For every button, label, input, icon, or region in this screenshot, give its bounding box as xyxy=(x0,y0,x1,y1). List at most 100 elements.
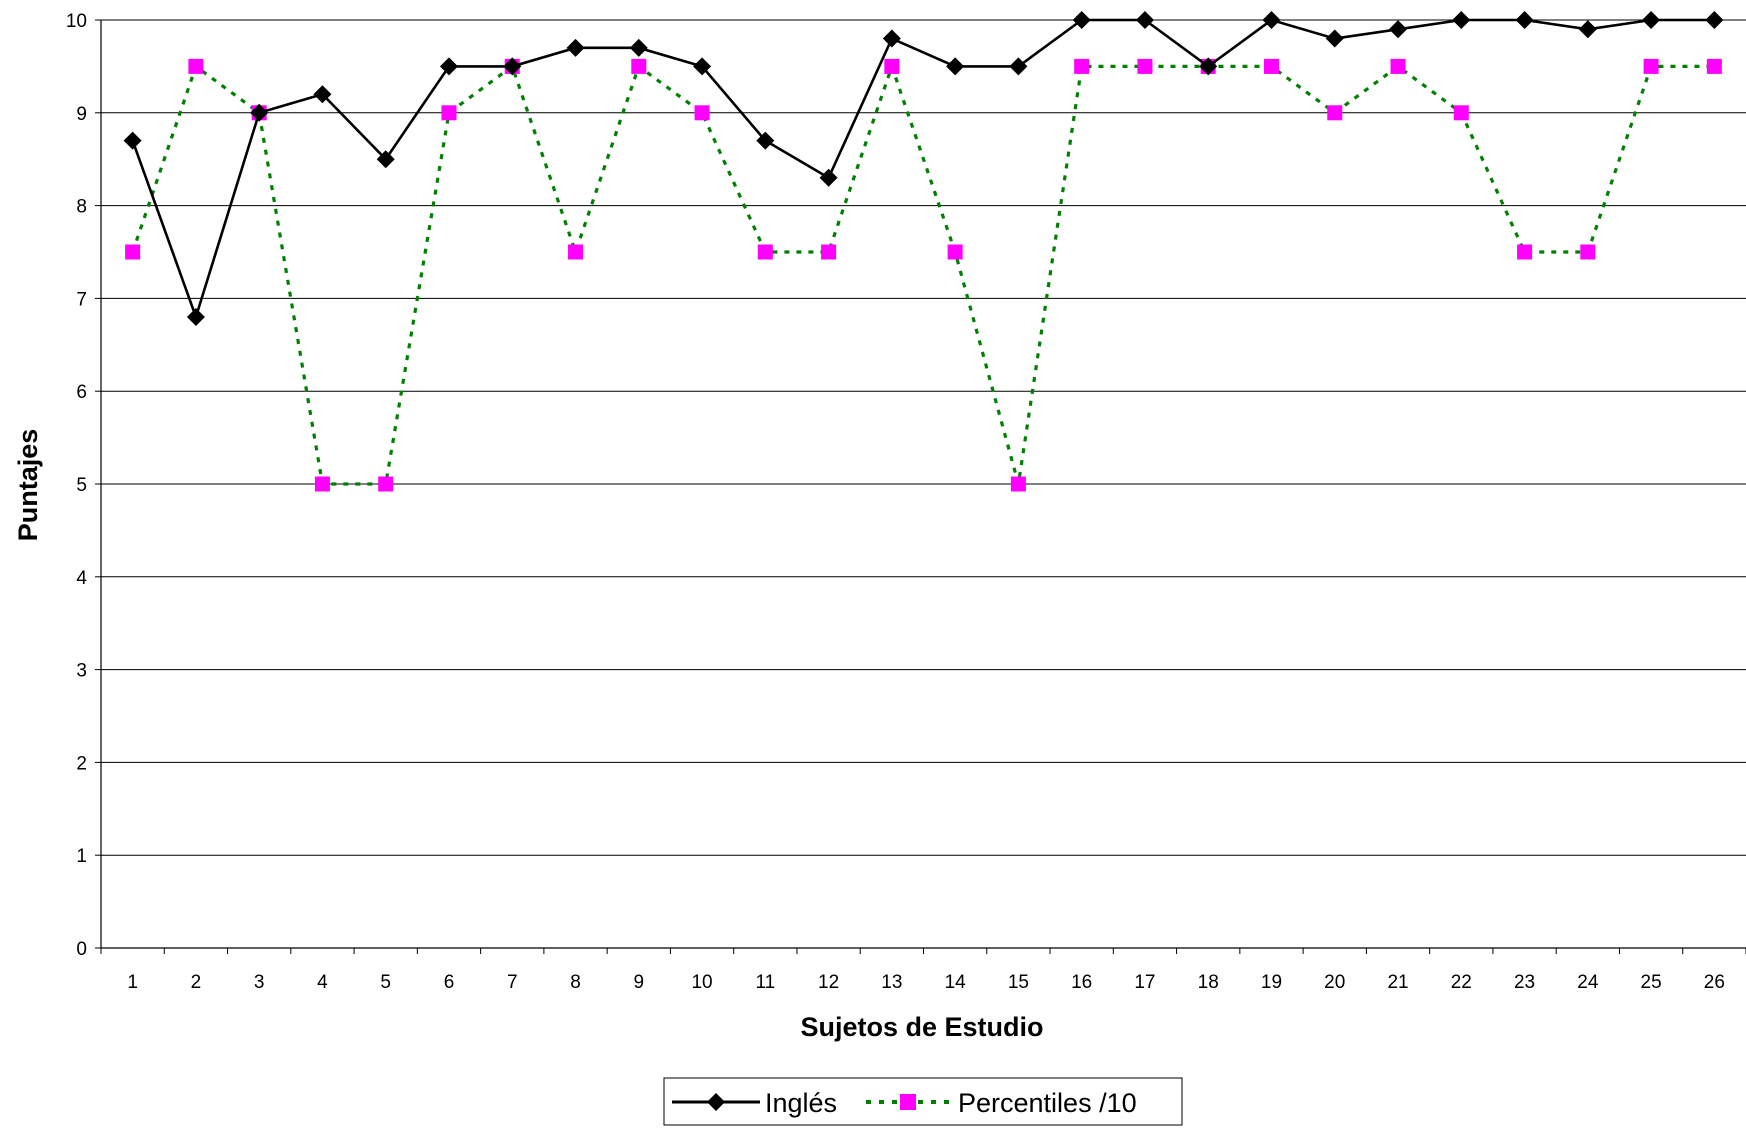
legend-marker-percentiles xyxy=(900,1094,916,1110)
legend-label-percentiles: Percentiles /10 xyxy=(958,1088,1137,1118)
point-percentiles xyxy=(1137,58,1153,74)
point-ingles xyxy=(946,57,965,76)
point-ingles xyxy=(1072,11,1091,29)
point-percentiles xyxy=(884,58,900,74)
point-ingles xyxy=(1262,11,1281,29)
y-tick-labels: 0 1 2 3 4 5 6 7 8 9 10 xyxy=(66,11,88,960)
x-tick-label: 24 xyxy=(1577,972,1599,993)
point-ingles xyxy=(313,85,332,104)
x-tick-label: 19 xyxy=(1261,972,1282,993)
y-tick-label: 3 xyxy=(76,661,87,682)
point-percentiles xyxy=(1643,58,1659,74)
point-ingles xyxy=(1642,11,1661,29)
x-tick-label: 21 xyxy=(1387,972,1408,993)
x-tick-label: 13 xyxy=(881,972,902,993)
legend-label-ingles: Inglés xyxy=(765,1088,837,1118)
grid-lines xyxy=(101,19,1746,856)
x-tick-label: 7 xyxy=(507,972,518,993)
y-tick-label: 1 xyxy=(76,846,87,867)
legend-marker-ingles xyxy=(707,1093,725,1111)
point-ingles xyxy=(629,38,648,57)
x-tick-label: 1 xyxy=(127,972,138,993)
x-tick-label: 23 xyxy=(1514,972,1535,993)
x-tick-label: 6 xyxy=(444,972,455,993)
point-ingles xyxy=(1199,57,1218,76)
x-tick-label: 20 xyxy=(1324,972,1345,993)
point-percentiles xyxy=(757,244,773,260)
point-ingles xyxy=(1325,29,1344,48)
point-percentiles xyxy=(1074,58,1090,74)
point-ingles xyxy=(1705,11,1724,29)
point-ingles xyxy=(1135,11,1154,29)
x-tick-label: 10 xyxy=(691,972,712,993)
point-ingles xyxy=(439,57,458,76)
point-percentiles xyxy=(1390,58,1406,74)
series-1 xyxy=(125,58,1722,492)
y-tick-label: 8 xyxy=(76,197,87,218)
series-line-ingles xyxy=(131,18,1715,322)
x-tick-label: 4 xyxy=(317,972,328,993)
point-percentiles xyxy=(314,476,330,492)
point-percentiles xyxy=(1453,105,1469,121)
y-tick-label: 9 xyxy=(76,104,87,125)
point-ingles xyxy=(756,131,775,150)
y-tick-label: 6 xyxy=(76,382,87,403)
point-percentiles xyxy=(1706,58,1722,74)
x-tick-label: 26 xyxy=(1704,972,1725,993)
x-tick-label: 18 xyxy=(1198,972,1219,993)
point-ingles xyxy=(1578,20,1597,39)
point-ingles xyxy=(503,57,522,76)
x-tick-label: 3 xyxy=(254,972,265,993)
x-axis-title: Sujetos de Estudio xyxy=(800,1012,1043,1042)
x-tick-label: 5 xyxy=(380,972,391,993)
point-ingles xyxy=(1452,11,1471,29)
series-0 xyxy=(123,11,1724,326)
point-ingles xyxy=(376,150,395,169)
series-layer xyxy=(123,11,1724,492)
x-tick-label: 15 xyxy=(1008,972,1029,993)
point-percentiles xyxy=(694,105,710,121)
legend-entry-ingles: Inglés xyxy=(672,1088,837,1118)
point-ingles xyxy=(819,168,838,187)
y-tick-label: 4 xyxy=(76,568,87,589)
point-percentiles xyxy=(821,244,837,260)
point-ingles xyxy=(882,29,901,48)
point-percentiles xyxy=(441,105,457,121)
point-percentiles xyxy=(1263,58,1279,74)
point-percentiles xyxy=(947,244,963,260)
x-tick-label: 17 xyxy=(1134,972,1155,993)
legend: Inglés Percentiles /10 xyxy=(663,1077,1183,1126)
point-percentiles xyxy=(631,58,647,74)
point-ingles xyxy=(566,38,585,57)
point-percentiles xyxy=(568,244,584,260)
x-tick-label: 8 xyxy=(570,972,581,993)
x-tick-label: 2 xyxy=(191,972,202,993)
y-tick-label: 7 xyxy=(76,289,87,310)
x-tick-label: 22 xyxy=(1451,972,1472,993)
legend-entry-percentiles: Percentiles /10 xyxy=(866,1088,1137,1118)
point-ingles xyxy=(1515,11,1534,29)
point-percentiles xyxy=(1580,244,1596,260)
y-axis-title: Puntajes xyxy=(13,429,43,542)
y-tick-label: 5 xyxy=(76,475,87,496)
series-line-percentiles xyxy=(131,61,1715,486)
x-tick-labels: 1 2 3 4 5 6 7 8 9 10 11 12 13 14 15 16 17 18 19 20 21 22 23 24 2… xyxy=(127,972,1725,993)
x-tick-label: 14 xyxy=(945,972,967,993)
point-percentiles xyxy=(1327,105,1343,121)
x-tick-label: 11 xyxy=(755,972,775,993)
point-ingles xyxy=(123,131,142,150)
point-ingles xyxy=(1009,57,1028,76)
point-ingles xyxy=(250,103,269,122)
x-tick-label: 9 xyxy=(633,972,644,993)
point-percentiles xyxy=(1010,476,1026,492)
point-percentiles xyxy=(1517,244,1533,260)
point-percentiles xyxy=(378,476,394,492)
x-tick-label: 16 xyxy=(1071,972,1092,993)
point-percentiles xyxy=(188,58,204,74)
point-ingles xyxy=(693,57,712,76)
y-tick-label: 0 xyxy=(76,939,87,960)
point-ingles xyxy=(186,307,205,326)
y-tick-label: 10 xyxy=(66,11,87,32)
axes xyxy=(95,19,1746,954)
